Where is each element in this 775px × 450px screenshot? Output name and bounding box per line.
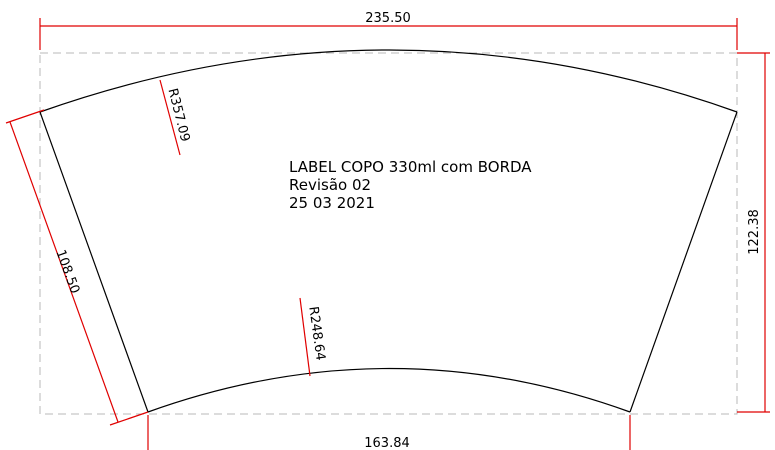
side-length-label: 108.50	[52, 248, 82, 296]
inner-arc	[147, 367, 631, 413]
title-line-3: 25 03 2021	[289, 194, 375, 212]
inner-radius-leader	[299, 297, 311, 377]
label-outline	[39, 49, 738, 413]
outer-arc	[39, 49, 738, 113]
title-line-1: LABEL COPO 330ml com BORDA	[289, 158, 532, 176]
left-edge	[39, 111, 149, 413]
inner-radius-label: R248.64	[305, 305, 327, 361]
bottom-width-label: 163.84	[364, 436, 410, 450]
outer-radius-leader	[159, 79, 181, 156]
side-ext-bottom	[109, 411, 149, 426]
top-width-label: 235.50	[365, 11, 411, 26]
side-dim-line	[9, 121, 119, 423]
height-label: 122.38	[747, 209, 762, 255]
bounding-box	[39, 52, 738, 415]
right-edge	[629, 111, 738, 413]
dimension-lines	[5, 18, 770, 450]
title-line-2: Revisão 02	[289, 176, 371, 194]
side-ext-top	[5, 109, 45, 124]
outer-radius-label: R357.09	[165, 87, 193, 144]
